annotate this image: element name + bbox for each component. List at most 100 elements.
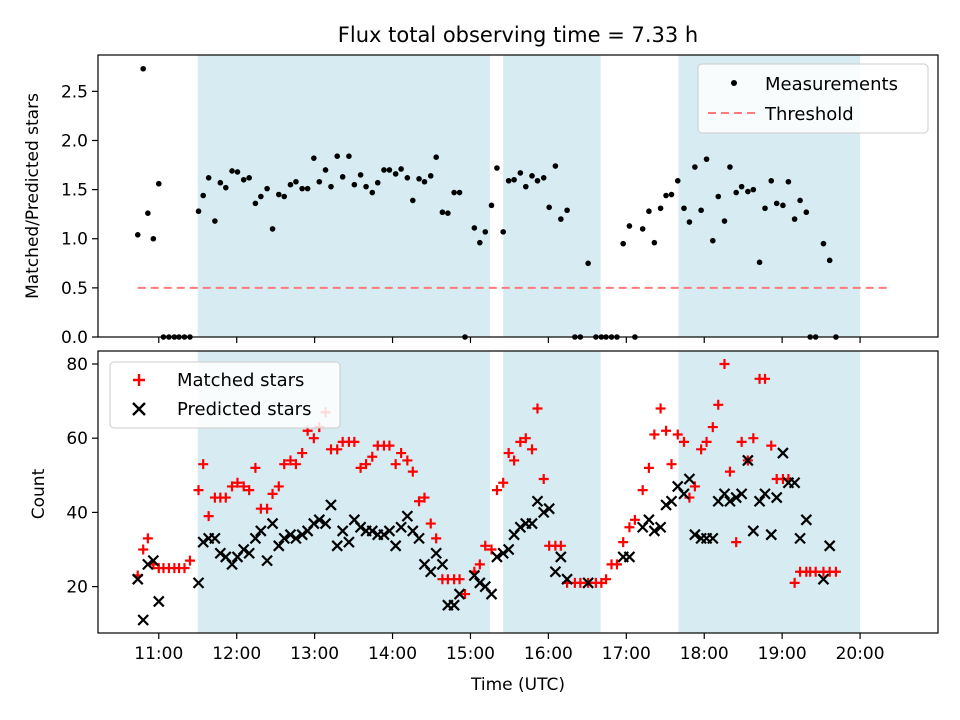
predicted-star-point: [147, 554, 160, 567]
matched-star-point: [138, 544, 149, 555]
measurement-point: [416, 176, 422, 182]
predicted-star-point: [261, 554, 273, 567]
matched-star-point: [285, 455, 296, 466]
measurement-point: [246, 175, 252, 181]
matched-star-point: [279, 459, 290, 470]
matched-star-point: [332, 444, 343, 455]
matched-star-point: [419, 492, 430, 503]
predicted-star-point: [383, 525, 396, 537]
count-legend-box: [109, 361, 341, 429]
measurement-point: [258, 193, 264, 200]
measurement-point: [668, 191, 675, 198]
measurement-point: [145, 210, 151, 216]
measurement-point: [681, 205, 687, 212]
measurement-point: [381, 167, 387, 173]
matched-star-point: [713, 399, 724, 410]
ratio-y-tick-label: 1.5: [61, 181, 88, 201]
measurement-point: [511, 176, 517, 183]
predicted-star-point: [395, 521, 407, 534]
predicted-star-point: [747, 525, 760, 537]
ratio-y-tick-label: 2.5: [61, 82, 88, 102]
matched-star-point: [262, 503, 273, 514]
measurement-point: [386, 167, 393, 173]
matched-star-point: [736, 436, 747, 447]
predicted-star-point: [707, 532, 719, 545]
measurement-point: [620, 240, 626, 247]
ratio-legend-box: [697, 63, 929, 134]
predicted-star-point: [273, 540, 285, 552]
measurement-point: [727, 164, 733, 170]
measurement-point: [756, 259, 763, 266]
measurement-point: [522, 183, 529, 190]
matched-star-point: [267, 488, 278, 499]
matched-star-point: [601, 574, 612, 585]
measurement-point: [445, 210, 451, 216]
count-y-tick-label: 20: [66, 578, 88, 598]
measurement-point: [803, 209, 810, 216]
matched-star-point: [538, 474, 549, 485]
count-x-tick-label: 14:00: [368, 644, 417, 664]
predicted-star-point: [502, 543, 515, 556]
predicted-star-point: [561, 573, 573, 585]
predicted-star-point: [817, 573, 830, 585]
measurement-point: [334, 153, 341, 160]
measurement-point: [500, 229, 506, 235]
measurement-point: [357, 172, 364, 178]
measurement-point: [264, 185, 270, 192]
measurement-point: [750, 186, 757, 193]
measurement-point: [651, 239, 658, 246]
measurement-point: [140, 65, 146, 72]
predicted-star-point: [582, 577, 594, 589]
count-x-tick-label: 20:00: [836, 644, 885, 664]
measurement-point: [212, 218, 218, 224]
measurement-point: [304, 185, 311, 192]
ratio-y-tick-label: 0.0: [61, 328, 88, 348]
count-x-tick-label: 17:00: [602, 644, 651, 664]
predicted-star-point: [424, 565, 437, 578]
measurement-point: [494, 165, 500, 171]
matched-star-point: [402, 455, 413, 466]
measurement-point: [195, 208, 202, 215]
measurement-point: [134, 232, 141, 238]
measurement-point: [229, 168, 235, 174]
matched-star-point: [748, 433, 759, 444]
measurement-point: [564, 207, 570, 214]
predicted-star-point: [678, 488, 690, 500]
matched-star-point: [637, 485, 648, 496]
predicted-star-point: [197, 536, 209, 548]
measurement-point: [363, 183, 369, 190]
predicted-star-point: [643, 514, 655, 526]
predicted-star-point: [788, 476, 801, 489]
matched-star-point: [227, 481, 238, 492]
legend-measurements-label: Measurements: [765, 74, 898, 95]
measurement-point: [150, 235, 157, 242]
measurement-point: [745, 188, 751, 195]
predicted-star-point: [823, 540, 836, 552]
predicted-star-point: [742, 454, 754, 467]
ratio-observing-window: [503, 55, 601, 337]
predicted-star-point: [366, 525, 379, 537]
measurement-point: [477, 239, 483, 246]
ratio-panel-frame: [97, 54, 939, 338]
measurement-point: [626, 223, 633, 229]
predicted-star-point: [243, 547, 255, 560]
matched-star-point: [830, 566, 841, 577]
predicted-star-point: [378, 528, 390, 541]
matched-star-point: [789, 577, 800, 588]
matched-star-point: [396, 448, 407, 459]
measurement-point: [205, 175, 212, 181]
measurement-point: [200, 192, 206, 199]
matched-star-point: [655, 403, 666, 414]
matched-star-point: [491, 485, 502, 496]
predicted-star-point: [209, 532, 221, 545]
measurement-point: [529, 173, 535, 179]
predicted-star-point: [724, 495, 736, 508]
predicted-star-point: [800, 514, 813, 526]
predicted-star-point: [665, 495, 678, 508]
matched-star-point: [643, 462, 654, 473]
matched-star-point: [684, 492, 695, 503]
predicted-star-point: [290, 532, 302, 545]
measurement-point: [287, 181, 294, 188]
count-y-axis-label: Count: [29, 468, 49, 519]
predicted-star-point: [660, 499, 672, 511]
